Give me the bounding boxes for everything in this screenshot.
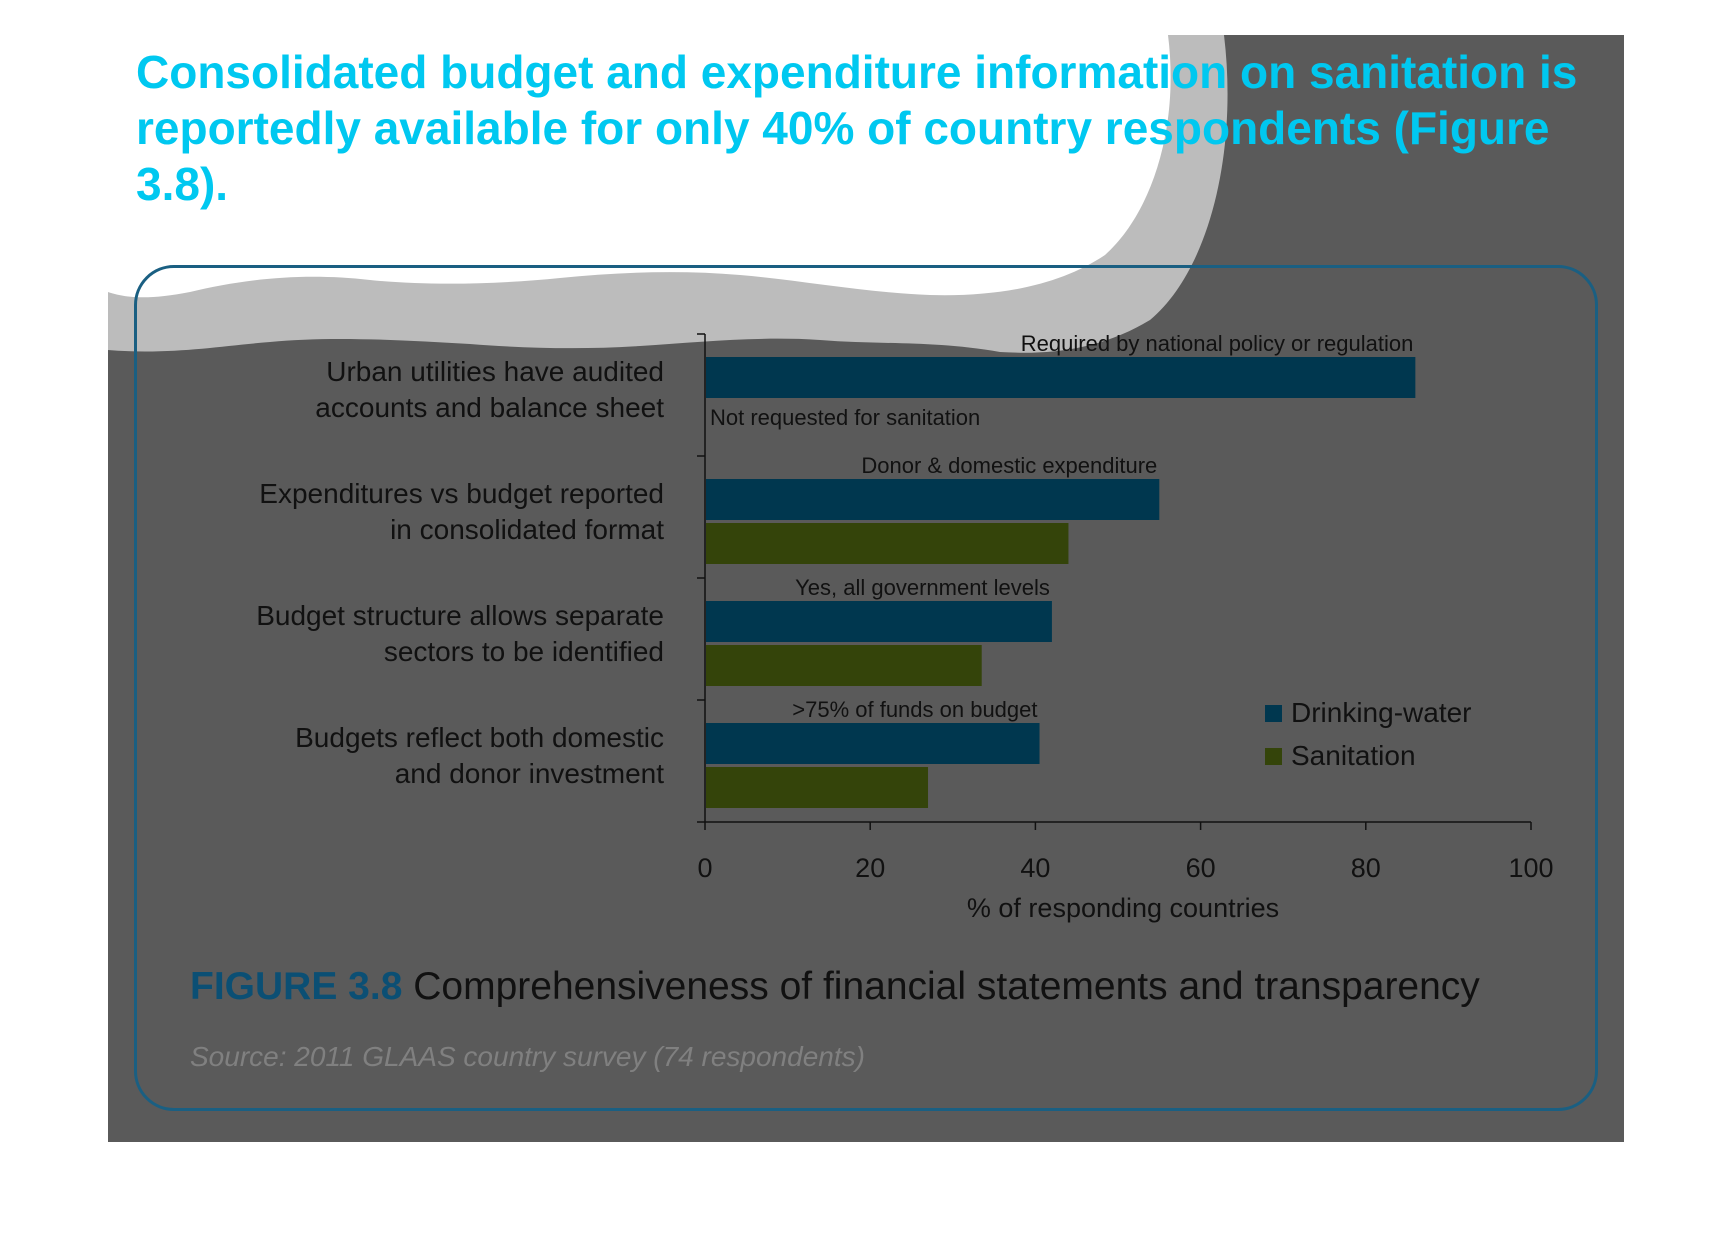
legend-swatch-drinking-water	[1265, 705, 1282, 722]
legend-label-drinking-water: Drinking-water	[1291, 697, 1472, 728]
category-label: Budgets reflect both domestic	[295, 722, 664, 753]
bar-annotation: Yes, all government levels	[795, 575, 1050, 600]
x-tick-label: 20	[855, 853, 885, 883]
bar-drinking-water	[706, 601, 1052, 642]
source-note: Source: 2011 GLAAS country survey (74 re…	[190, 1041, 865, 1072]
x-tick-label: 60	[1186, 853, 1216, 883]
bar-drinking-water	[706, 357, 1416, 398]
caption-label: FIGURE 3.8	[190, 965, 403, 1008]
bar-sanitation	[706, 523, 1069, 564]
bar-sanitation	[706, 645, 982, 686]
figure-caption: FIGURE 3.8 Comprehensiveness of financia…	[190, 965, 1480, 1009]
wave-white-swoosh	[108, 35, 1171, 298]
x-tick-label: 0	[697, 853, 712, 883]
legend-label-sanitation: Sanitation	[1291, 740, 1416, 771]
x-tick-label: 40	[1020, 853, 1050, 883]
figure-frame	[134, 265, 1598, 1111]
x-axis-title: % of responding countries	[967, 893, 1279, 923]
category-label: accounts and balance sheet	[315, 392, 664, 423]
headline: Consolidated budget and expenditure info…	[136, 46, 1578, 210]
category-label: Expenditures vs budget reported	[259, 478, 664, 509]
bar-sanitation	[706, 767, 929, 808]
x-tick-label: 80	[1351, 853, 1381, 883]
category-label: Budget structure allows separate	[256, 600, 664, 631]
bar-annotation: Donor & domestic expenditure	[861, 453, 1157, 478]
x-tick-label: 100	[1508, 853, 1553, 883]
legend-swatch-sanitation	[1265, 748, 1282, 765]
category-label: Urban utilities have audited	[326, 356, 664, 387]
missing-value-annotation: Not requested for sanitation	[710, 405, 980, 430]
bar-annotation: Required by national policy or regulatio…	[1021, 331, 1414, 356]
category-label: sectors to be identified	[384, 636, 664, 667]
bar-drinking-water	[706, 479, 1160, 520]
bar-annotation: >75% of funds on budget	[792, 697, 1037, 722]
category-label: in consolidated format	[390, 514, 664, 545]
bar-drinking-water	[706, 723, 1040, 764]
caption-text: Comprehensiveness of financial statement…	[413, 965, 1480, 1008]
category-label: and donor investment	[395, 758, 665, 789]
